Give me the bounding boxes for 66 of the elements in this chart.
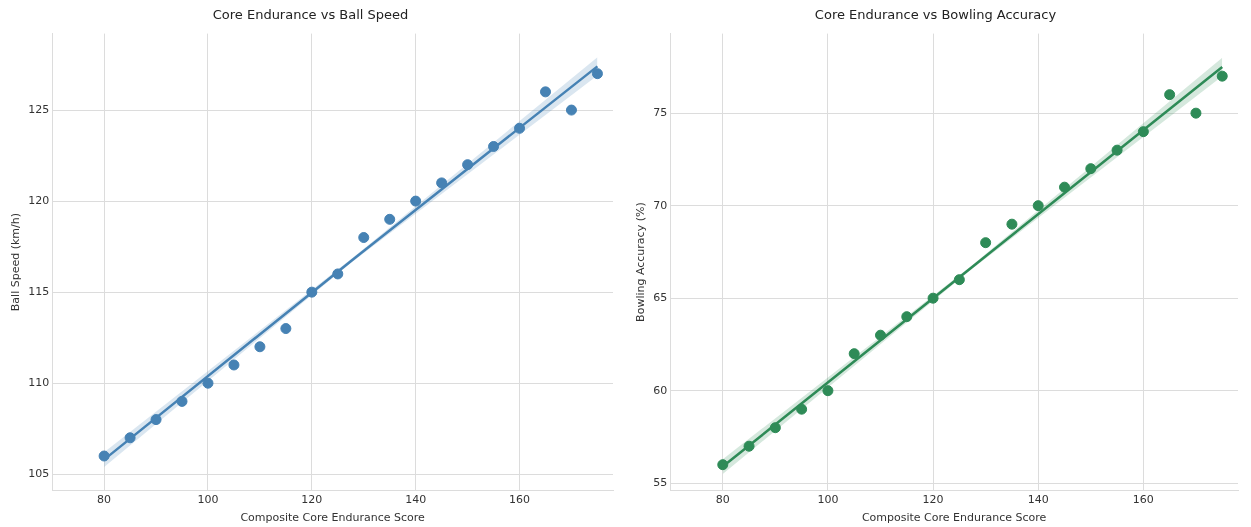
point xyxy=(1085,163,1097,175)
point xyxy=(1032,200,1044,212)
x-tick-label: 140 xyxy=(1027,493,1049,507)
point xyxy=(1164,89,1176,101)
point xyxy=(743,440,755,452)
chart-title: Core Endurance vs Ball Speed xyxy=(212,7,409,23)
point xyxy=(514,122,526,134)
point xyxy=(822,385,834,397)
y-axis-title: Bowling Accuracy (%) xyxy=(634,202,648,322)
y-tick-label: 120 xyxy=(28,193,50,207)
point xyxy=(124,432,136,444)
point xyxy=(254,341,266,353)
point xyxy=(332,268,344,280)
x-tick-label: 120 xyxy=(301,493,323,507)
point xyxy=(462,159,474,171)
chart-title: Core Endurance vs Bowling Accuracy xyxy=(814,7,1057,23)
y-tick-label: 60 xyxy=(653,383,668,397)
point xyxy=(769,422,781,434)
point xyxy=(901,311,913,323)
y-tick-label: 125 xyxy=(28,102,50,116)
point xyxy=(1137,126,1149,138)
x-axis-title: Composite Core Endurance Score xyxy=(240,511,426,525)
x-tick-label: 160 xyxy=(1132,493,1154,507)
y-tick-label: 55 xyxy=(653,476,668,490)
y-tick-label: 115 xyxy=(28,285,50,298)
point xyxy=(717,459,729,471)
point xyxy=(565,104,577,116)
point xyxy=(176,395,188,407)
point xyxy=(98,450,110,462)
x-tick-label: 160 xyxy=(509,493,531,507)
y-tick-label: 105 xyxy=(28,467,50,481)
point xyxy=(488,140,500,152)
point xyxy=(953,274,965,286)
point xyxy=(540,86,551,98)
point xyxy=(591,68,603,80)
point xyxy=(306,286,318,298)
x-tick-label: 80 xyxy=(97,493,112,507)
point xyxy=(796,403,808,415)
point xyxy=(228,359,240,371)
x-tick-label: 100 xyxy=(817,493,839,507)
x-tick-label: 120 xyxy=(922,493,944,507)
point xyxy=(1190,107,1202,119)
point xyxy=(150,414,162,426)
point xyxy=(1006,218,1018,230)
point xyxy=(980,237,992,249)
point xyxy=(1216,70,1228,82)
point xyxy=(1059,181,1071,193)
x-tick-label: 140 xyxy=(405,493,427,507)
y-tick-label: 65 xyxy=(653,291,668,305)
point xyxy=(384,213,396,225)
point xyxy=(1111,144,1123,156)
y-tick-label: 70 xyxy=(653,198,668,212)
x-tick-label: 100 xyxy=(197,493,219,507)
point xyxy=(436,177,448,189)
point xyxy=(280,323,292,335)
point xyxy=(410,195,422,207)
point xyxy=(358,232,370,244)
y-tick-label: 75 xyxy=(653,106,668,120)
x-axis-title: Composite Core Endurance Score xyxy=(861,511,1047,525)
point xyxy=(874,329,886,341)
point xyxy=(202,377,214,389)
x-tick-label: 80 xyxy=(715,493,730,507)
y-axis-title: Ball Speed (km/h) xyxy=(9,212,23,312)
point xyxy=(848,348,860,360)
y-tick-label: 110 xyxy=(28,376,50,390)
point xyxy=(927,292,939,304)
